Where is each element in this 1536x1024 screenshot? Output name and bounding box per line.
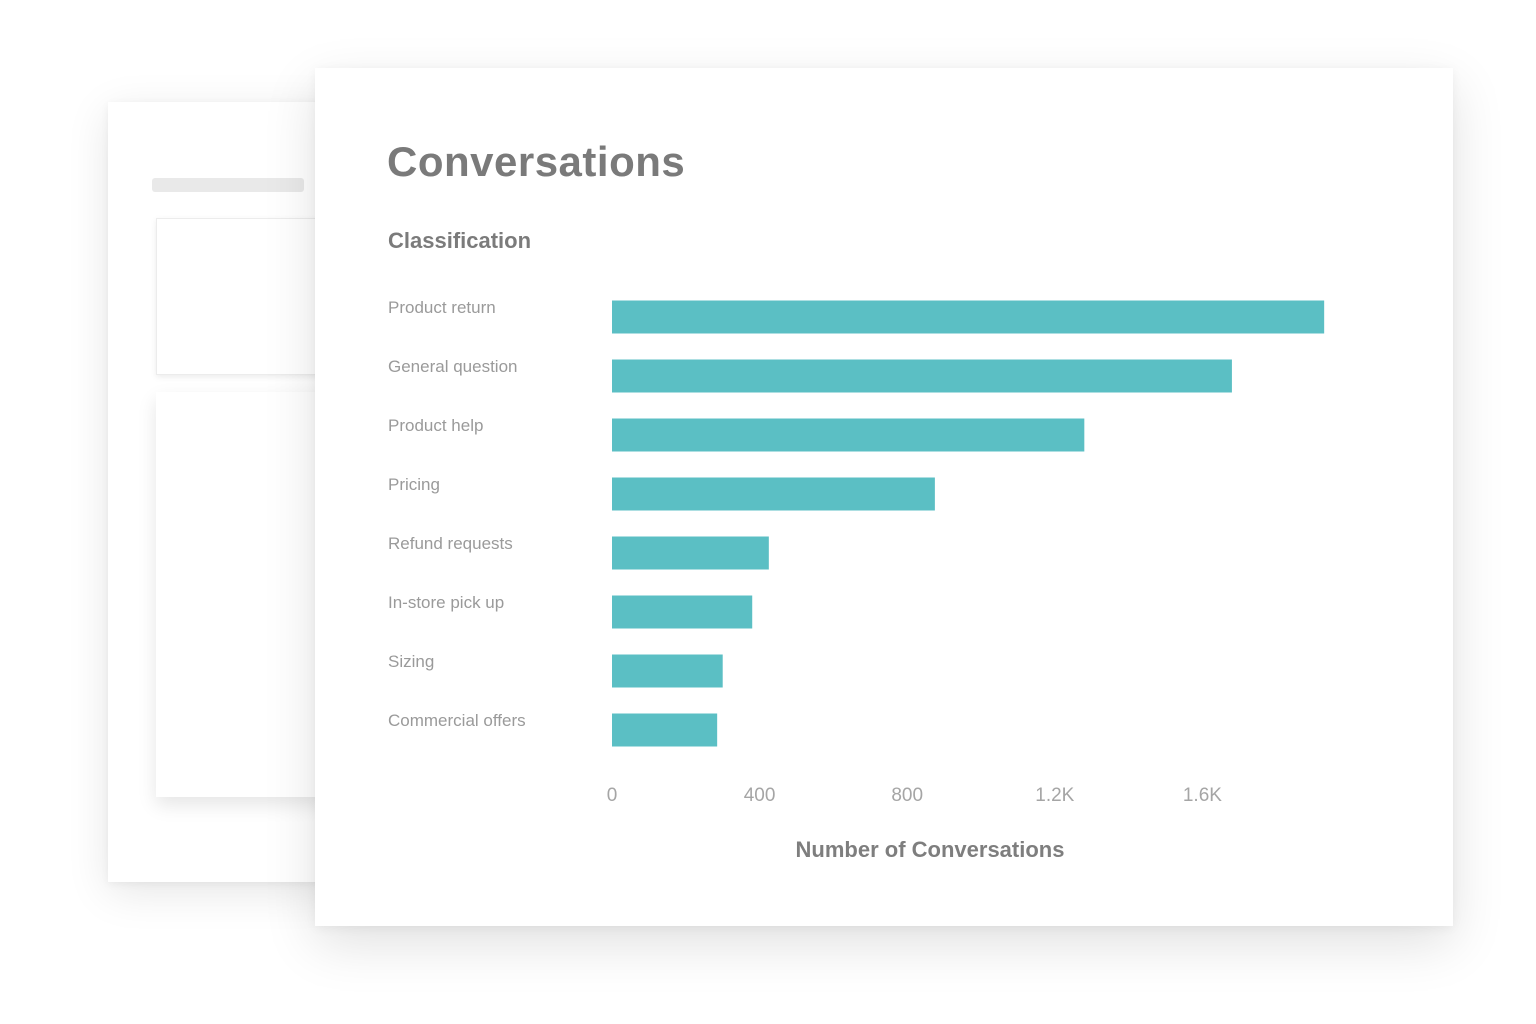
page-title: Conversations bbox=[387, 138, 686, 185]
category-label: Pricing bbox=[388, 475, 440, 494]
chart-card: Conversations Classification Product ret… bbox=[315, 68, 1453, 926]
bar bbox=[612, 536, 769, 570]
category-label: Sizing bbox=[388, 652, 434, 671]
placeholder-card bbox=[156, 392, 336, 797]
category-label: In-store pick up bbox=[388, 593, 504, 612]
bar-chart: Product return General question Product he… bbox=[388, 298, 1325, 862]
category-label: Product help bbox=[388, 416, 483, 435]
bar bbox=[612, 418, 1085, 452]
bar bbox=[612, 359, 1232, 393]
category-label: Product return bbox=[388, 298, 496, 317]
bar bbox=[612, 477, 935, 511]
x-tick-label: 800 bbox=[891, 785, 923, 806]
bar bbox=[612, 595, 753, 629]
category-label: Commercial offers bbox=[388, 711, 526, 730]
chart-title: Classification bbox=[388, 228, 532, 253]
placeholder-bar bbox=[152, 178, 304, 192]
category-label: General question bbox=[388, 357, 517, 376]
background-panel bbox=[108, 102, 338, 882]
bar bbox=[612, 654, 723, 688]
x-axis-title: Number of Conversations bbox=[796, 837, 1065, 862]
placeholder-card bbox=[156, 218, 338, 375]
x-tick-label: 1.2K bbox=[1035, 785, 1074, 806]
x-tick-label: 1.6K bbox=[1183, 785, 1222, 806]
bar bbox=[612, 300, 1325, 334]
x-tick-label: 0 bbox=[607, 785, 618, 806]
x-tick-label: 400 bbox=[744, 785, 776, 806]
category-label: Refund requests bbox=[388, 534, 513, 553]
bar bbox=[612, 713, 718, 747]
